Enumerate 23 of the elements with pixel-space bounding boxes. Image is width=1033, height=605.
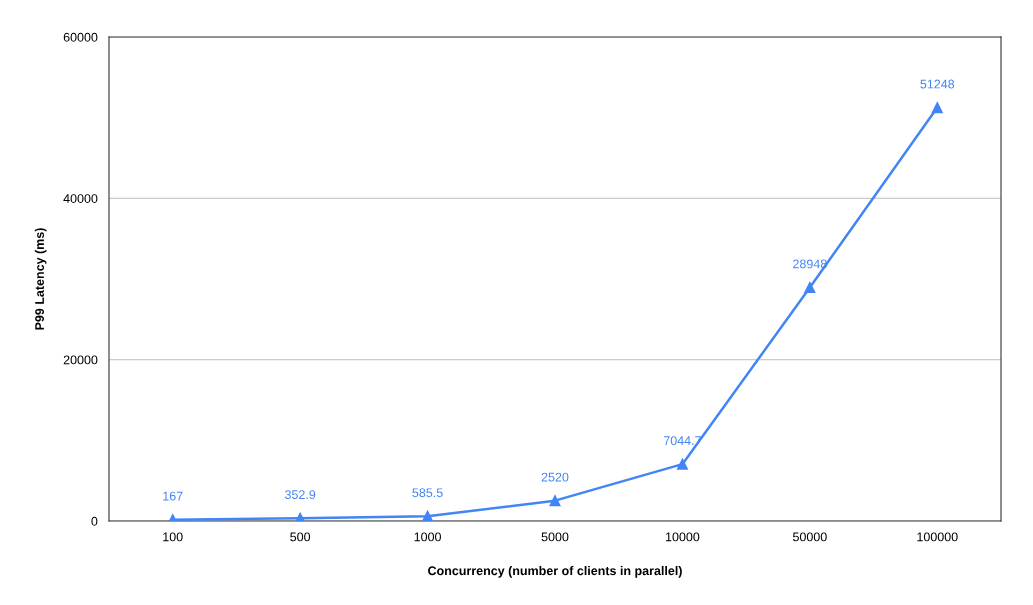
data-label: 585.5 xyxy=(412,488,443,498)
point xyxy=(804,281,816,294)
x-tick-label: 100000 xyxy=(917,532,958,542)
x-tick-label: 500 xyxy=(290,532,311,542)
x-axis-title: Concurrency (number of clients in parallel) xyxy=(428,565,682,578)
y-axis-title: P99 Latency (ms) xyxy=(34,228,47,330)
x-tick-label: 5000 xyxy=(541,532,569,542)
x-tick-label: 10000 xyxy=(666,532,700,542)
data-label: 2520 xyxy=(541,472,569,482)
point xyxy=(549,495,561,507)
y-tick-label: 20000 xyxy=(63,355,98,365)
data-label: 352.9 xyxy=(284,490,316,500)
point xyxy=(676,458,688,470)
x-tick-label: 1000 xyxy=(414,532,441,542)
data-label: 167 xyxy=(163,491,183,501)
data-label: 51248 xyxy=(920,79,955,89)
y-tick-label: 0 xyxy=(91,516,98,526)
y-tick-label: 60000 xyxy=(63,32,98,42)
x-tick-label: 50000 xyxy=(792,532,827,542)
point xyxy=(422,510,434,521)
x-tick-label: 100 xyxy=(163,532,183,542)
point xyxy=(931,102,943,114)
y-tick-label: 40000 xyxy=(63,194,98,203)
